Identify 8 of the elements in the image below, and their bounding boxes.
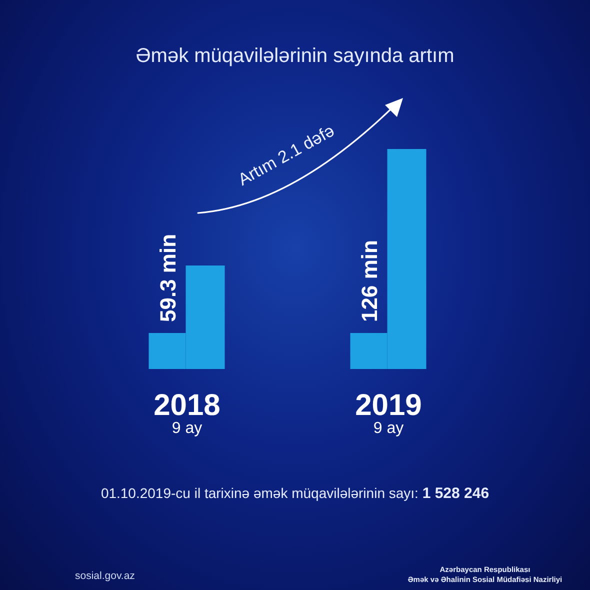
text: 01.10.2019-cu il tarixinə əmək müqavilələrinin sayı: 1 528 246 — [100, 485, 490, 502]
x-tick-label: 2018 9 ay — [154, 389, 220, 437]
chart-title: Əmək müqavilələrinin sayında artım — [136, 45, 454, 67]
x-tick-label: 2019 9 ay — [355, 389, 422, 437]
text: sosial.gov.az — [75, 570, 135, 582]
annotation: Artım 2.1 dəfə — [235, 120, 338, 190]
data-label: 59.3 min — [154, 234, 180, 322]
data-label: 126 min — [356, 240, 382, 322]
